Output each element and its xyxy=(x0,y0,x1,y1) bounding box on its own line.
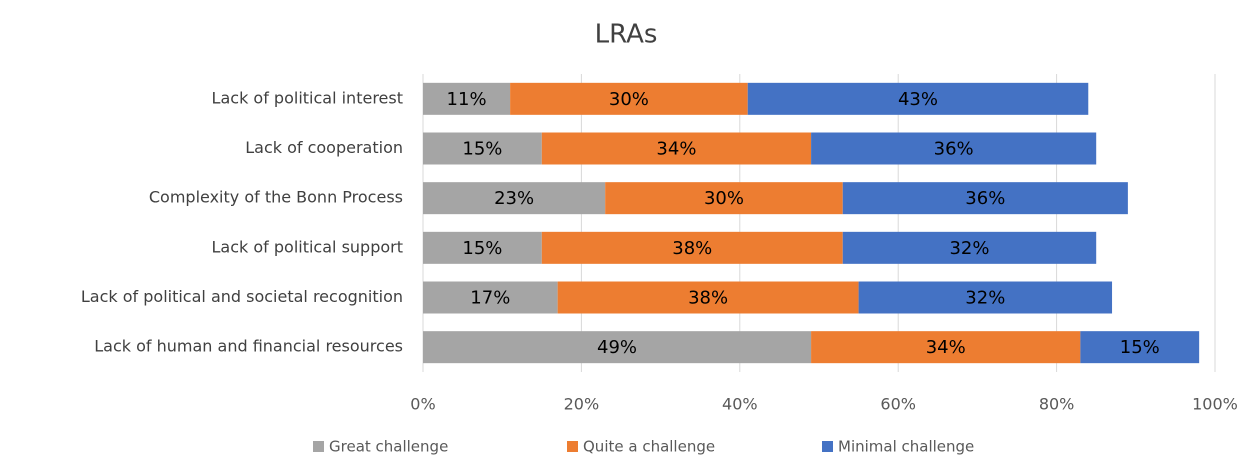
bar-segment xyxy=(605,182,843,215)
x-tick-label: 0% xyxy=(410,395,435,414)
data-label: 43% xyxy=(898,89,938,110)
bar-segment xyxy=(541,132,812,165)
bar-segment xyxy=(423,82,511,115)
data-label: 36% xyxy=(965,188,1005,209)
y-tick-label: Lack of human and financial resources xyxy=(94,337,403,356)
legend-swatch xyxy=(567,441,578,452)
bar-segment xyxy=(811,132,1097,165)
data-label: 36% xyxy=(934,139,974,160)
bar-segment xyxy=(510,82,748,115)
data-label: 15% xyxy=(462,139,502,160)
bar-segment xyxy=(842,231,1097,264)
data-label: 30% xyxy=(609,89,649,110)
bar-segment xyxy=(423,182,606,215)
y-tick-label: Lack of political and societal recogniti… xyxy=(81,287,403,306)
legend-label: Great challenge xyxy=(329,438,448,456)
bar-segment xyxy=(423,331,812,364)
chart-title: LRAs xyxy=(595,20,658,50)
x-tick-label: 40% xyxy=(722,395,758,414)
y-tick-label: Complexity of the Bonn Process xyxy=(149,188,403,207)
data-label: 38% xyxy=(688,288,728,309)
bar-segment xyxy=(423,281,558,314)
y-tick-label: Lack of political interest xyxy=(212,88,403,107)
data-label: 23% xyxy=(494,188,534,209)
x-tick-label: 20% xyxy=(564,395,600,414)
legend-label: Minimal challenge xyxy=(838,438,974,456)
data-label: 34% xyxy=(926,337,966,358)
bar-segment xyxy=(811,331,1081,364)
bar-segment xyxy=(747,82,1089,115)
data-label: 38% xyxy=(672,238,712,259)
x-tick-label: 80% xyxy=(1039,395,1075,414)
legend-label: Quite a challenge xyxy=(583,438,715,456)
x-tick-label: 60% xyxy=(880,395,916,414)
bar-segment xyxy=(423,231,542,264)
data-label: 34% xyxy=(656,139,696,160)
data-label: 11% xyxy=(447,89,487,110)
y-tick-label: Lack of political support xyxy=(212,237,404,256)
data-label: 15% xyxy=(1120,337,1160,358)
legend-swatch xyxy=(313,441,324,452)
bar-segment xyxy=(858,281,1113,314)
data-label: 49% xyxy=(597,337,637,358)
bar-segment xyxy=(1080,331,1200,364)
data-label: 15% xyxy=(462,238,502,259)
y-tick-label: Lack of cooperation xyxy=(245,138,403,157)
legend-swatch xyxy=(822,441,833,452)
data-label: 32% xyxy=(965,288,1005,309)
x-tick-label: 100% xyxy=(1192,395,1238,414)
bar-segment xyxy=(557,281,859,314)
bar-segment xyxy=(541,231,843,264)
data-label: 17% xyxy=(470,288,510,309)
data-label: 32% xyxy=(949,238,989,259)
data-label: 30% xyxy=(704,188,744,209)
bar-segment xyxy=(423,132,542,165)
bar-segment xyxy=(842,182,1128,215)
